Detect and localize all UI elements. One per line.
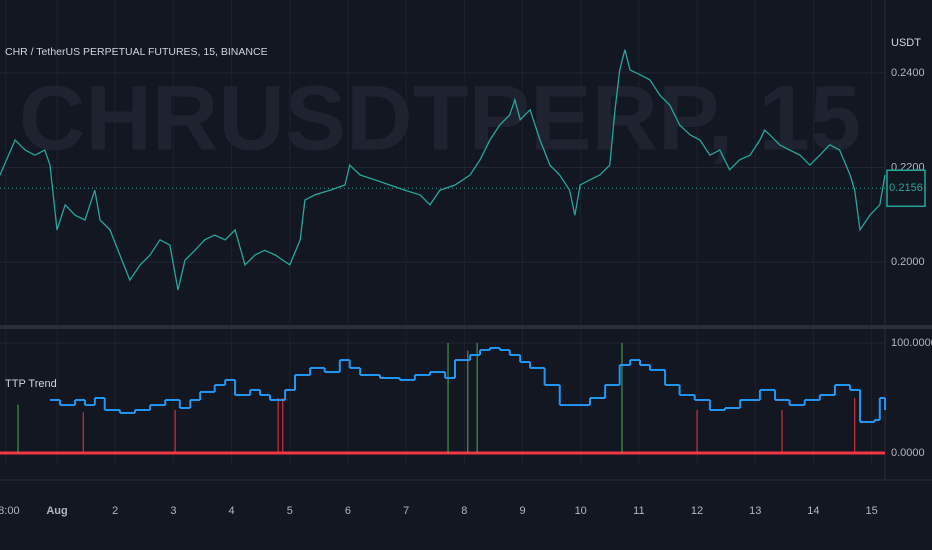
x-tick-label: 9: [519, 505, 525, 517]
x-tick-label: 3: [170, 505, 176, 517]
x-tick-label: 6: [345, 505, 351, 517]
watermark: CHRUSDTPERP, 15: [19, 67, 861, 169]
x-tick-label: Aug: [46, 505, 67, 517]
indicator-title: TTP Trend: [5, 378, 57, 390]
y-tick-label: 0.0000: [891, 447, 925, 459]
y-tick-label: 100.0000: [891, 337, 932, 349]
x-tick-label: 10: [575, 505, 587, 517]
symbol-title: CHR / TetherUS PERPETUAL FUTURES, 15, BI…: [5, 46, 268, 58]
last-price-label: 0.2156: [889, 182, 923, 194]
y-tick-label: 0.2000: [891, 256, 925, 268]
x-tick-label: 11: [633, 505, 644, 517]
last-price-tag: [886, 169, 926, 208]
axis-unit: USDT: [891, 37, 921, 49]
x-tick-label: 12: [691, 505, 703, 517]
x-tick-label: 2: [112, 505, 118, 517]
x-tick-label: 13: [749, 505, 761, 517]
price-line: [0, 49, 886, 291]
x-tick-label: 15: [865, 505, 877, 517]
x-tick-label: 5: [287, 505, 293, 517]
x-tick-label: 4: [229, 505, 235, 517]
x-tick-label: 7: [403, 505, 409, 517]
x-tick-label: 14: [807, 505, 819, 517]
x-tick-label: 8: [461, 505, 467, 517]
y-tick-label: 0.2400: [891, 67, 925, 79]
x-tick-label: 18:00: [0, 505, 20, 517]
